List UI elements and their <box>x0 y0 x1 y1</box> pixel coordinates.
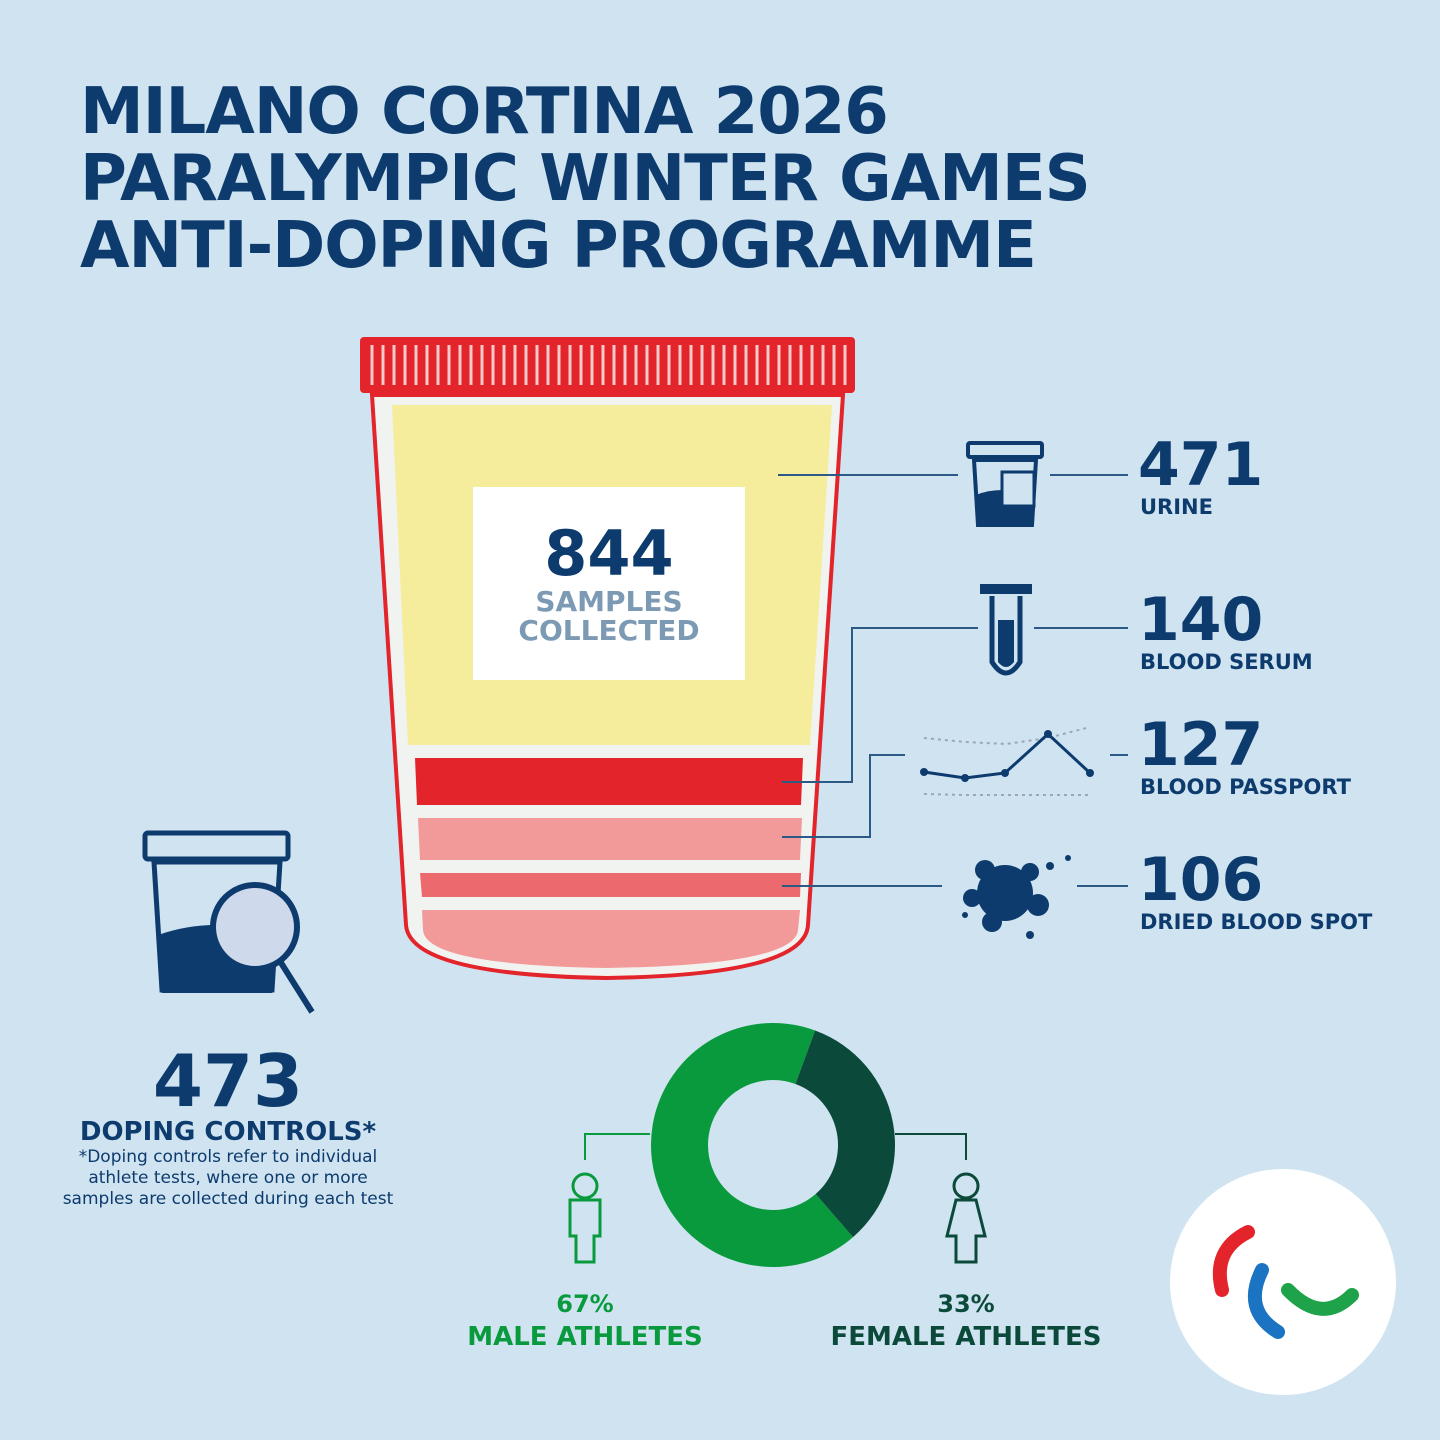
title-line: MILANO CORTINA 2026 <box>80 75 888 149</box>
paralympic-logo <box>1170 1169 1396 1395</box>
controls-note: *Doping controls refer to individual <box>79 1147 378 1167</box>
total-value: 844 <box>544 517 673 590</box>
title-line: PARALYMPIC WINTER GAMES <box>80 142 1090 216</box>
sample-label: BLOOD SERUM <box>1140 650 1313 674</box>
sample-label: BLOOD PASSPORT <box>1140 775 1352 799</box>
sample-cup <box>360 337 855 981</box>
urine-icon <box>966 441 1044 527</box>
male-icon <box>568 1172 602 1264</box>
sample-value: 471 <box>1138 430 1263 500</box>
donut-connectors <box>584 1133 967 1160</box>
sample-value: 127 <box>1138 710 1263 780</box>
donut-segment <box>795 1030 895 1238</box>
controls-note: athlete tests, where one or more <box>88 1168 367 1188</box>
donut-segment <box>650 1023 854 1267</box>
controls-icon <box>142 830 315 1014</box>
sample-value: 106 <box>1138 845 1263 915</box>
share-label: 33% <box>937 1290 994 1318</box>
sample-label: URINE <box>1140 495 1213 519</box>
controls-note: samples are collected during each test <box>63 1189 394 1209</box>
female-icon <box>945 1172 987 1264</box>
blood-spot-icon <box>962 855 1071 939</box>
share-category: MALE ATHLETES <box>467 1322 703 1352</box>
gender-donut <box>650 1023 895 1267</box>
serum-icon <box>980 584 1032 676</box>
connectors <box>778 474 1128 887</box>
share-category: FEMALE ATHLETES <box>830 1322 1101 1352</box>
controls-value: 473 <box>153 1039 303 1123</box>
controls-label: DOPING CONTROLS* <box>80 1117 377 1147</box>
sample-value: 140 <box>1138 585 1263 655</box>
title-line: ANTI-DOPING PROGRAMME <box>80 209 1036 283</box>
total-label: SAMPLES <box>535 585 682 618</box>
passport-icon <box>920 726 1094 796</box>
share-label: 67% <box>556 1290 613 1318</box>
title: MILANO CORTINA 2026 PARALYMPIC WINTER GA… <box>80 75 1091 283</box>
sample-label: DRIED BLOOD SPOT <box>1140 910 1373 934</box>
total-label: COLLECTED <box>518 614 699 647</box>
